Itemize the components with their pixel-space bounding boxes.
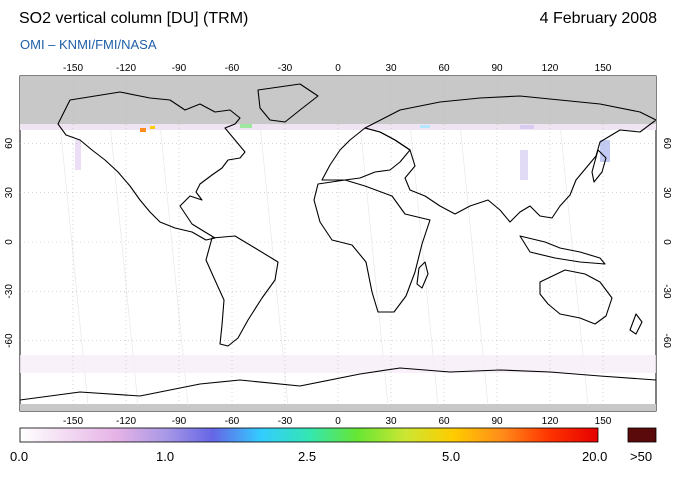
- latitude-tick-label: 30: [661, 187, 672, 199]
- latitude-tick-label: 60: [661, 138, 672, 150]
- longitude-tick-label: 60: [438, 416, 450, 427]
- coastline-australia: [539, 269, 613, 325]
- latitude-labels-left: 60 30 0 -30 -60: [4, 137, 15, 348]
- coastline-antarctica: [20, 367, 656, 401]
- longitude-tick-label: -120: [116, 416, 136, 427]
- longitude-tick-label: 150: [595, 416, 612, 427]
- coastline-africa: [313, 179, 431, 313]
- colorbar-label-5: >50: [630, 449, 653, 464]
- latitude-tick-label: -60: [661, 333, 672, 348]
- coastline-new-zealand: [629, 313, 643, 335]
- latitude-tick-label: -30: [661, 284, 672, 299]
- longitude-tick-label: 0: [335, 63, 341, 74]
- colorbar-label-0: 0.0: [10, 449, 29, 464]
- longitude-tick-label: -60: [225, 63, 240, 74]
- latitude-tick-label: 30: [4, 187, 15, 199]
- colorbar: [19, 427, 599, 443]
- longitude-tick-label: -120: [116, 63, 136, 74]
- longitude-labels-top: -150 -120 -90 -60 -30 0 30 60 90 120 150: [63, 63, 612, 74]
- colorbar-label-3: 5.0: [442, 449, 461, 464]
- longitude-tick-label: 150: [595, 63, 612, 74]
- longitude-tick-label: 120: [542, 63, 559, 74]
- latitude-tick-label: 0: [4, 239, 15, 245]
- longitude-tick-label: 30: [385, 416, 397, 427]
- longitude-tick-label: -30: [278, 416, 293, 427]
- longitude-labels-bottom: -150 -120 -90 -60 -30 0 30 60 90 120 150: [63, 416, 612, 427]
- no-data-region-south: [20, 404, 656, 411]
- longitude-tick-label: 120: [542, 416, 559, 427]
- latitude-tick-label: 0: [661, 239, 672, 245]
- colorbar-label-2: 2.5: [298, 449, 317, 464]
- longitude-tick-label: 60: [438, 63, 450, 74]
- latitude-tick-label: 60: [4, 137, 15, 149]
- coastline-indonesia: [519, 235, 606, 265]
- coastline-north-america: [57, 91, 246, 241]
- coastline-japan: [591, 149, 607, 183]
- colorbar-label-4: 20.0: [582, 449, 608, 464]
- longitude-tick-label: 0: [335, 416, 341, 427]
- longitude-tick-label: -150: [63, 416, 83, 427]
- coastline-greenland: [257, 83, 319, 123]
- coastline-asia: [364, 95, 656, 223]
- coastline-madagascar: [416, 261, 429, 289]
- longitude-tick-label: 90: [491, 416, 503, 427]
- longitude-tick-label: -30: [278, 63, 293, 74]
- longitude-tick-label: -60: [225, 416, 240, 427]
- map-date: 4 February 2008: [539, 10, 657, 27]
- coastline-south-america: [205, 235, 279, 347]
- latitude-tick-label: -30: [4, 284, 15, 299]
- colorbar-overflow-swatch: [627, 427, 657, 443]
- longitude-tick-label: 90: [491, 63, 503, 74]
- latitude-labels-right: 60 30 0 -30 -60: [661, 138, 672, 349]
- colorbar-label-1: 1.0: [156, 449, 175, 464]
- longitude-tick-label: 30: [385, 63, 397, 74]
- longitude-tick-label: -90: [172, 416, 187, 427]
- data-credit: OMI – KNMI/FMI/NASA: [20, 37, 157, 52]
- map-title: SO2 vertical column [DU] (TRM): [19, 10, 249, 27]
- coastlines: [20, 83, 656, 401]
- latitude-tick-label: -60: [4, 333, 15, 348]
- longitude-tick-label: -150: [63, 63, 83, 74]
- longitude-tick-label: -90: [172, 63, 187, 74]
